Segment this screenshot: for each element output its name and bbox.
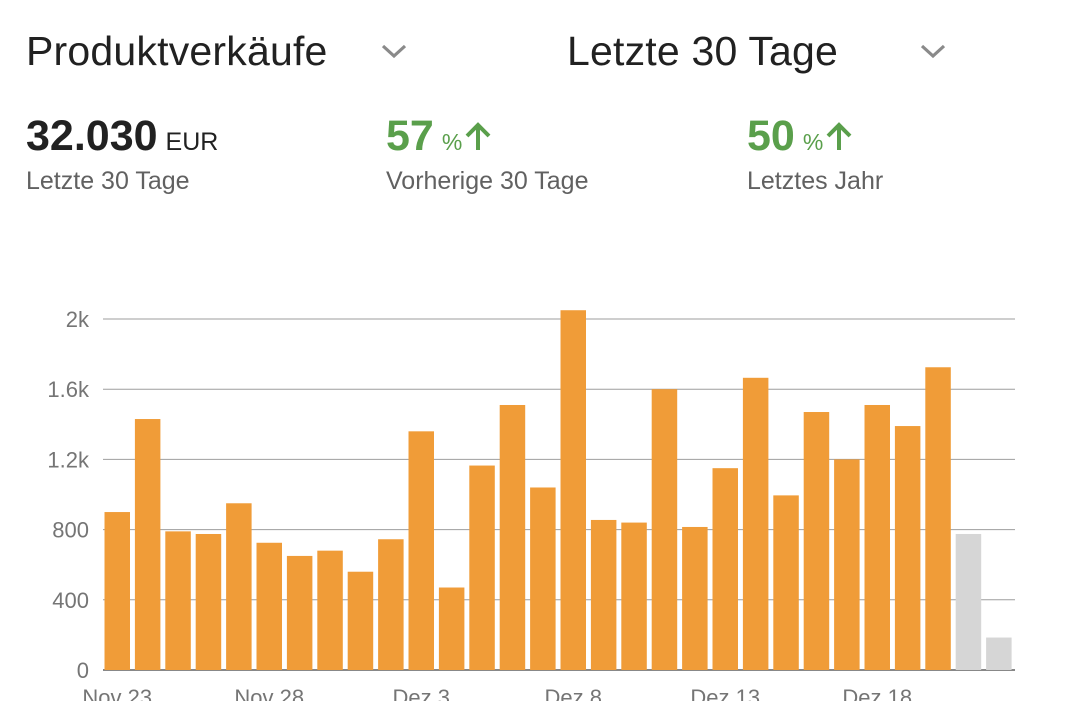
bar [864, 404, 890, 670]
total-sales-value: 32.030 [26, 112, 158, 160]
bar [347, 571, 374, 670]
previous-period-value: 57 [386, 112, 434, 160]
last-year-unit: % [802, 129, 824, 155]
bar [165, 531, 191, 670]
bar [499, 404, 526, 670]
bar [408, 431, 434, 670]
bar [712, 468, 738, 670]
x-tick-label: Dez 8 [545, 685, 602, 701]
total-sales-unit: EUR [165, 128, 219, 156]
range-dropdown-label: Letzte 30 Tage [567, 28, 839, 74]
bar [104, 512, 130, 670]
bar [834, 459, 860, 670]
bar [134, 419, 161, 670]
y-tick-label: 0 [77, 658, 89, 683]
x-tick-label: Nov 23 [82, 685, 152, 701]
bar [530, 487, 556, 670]
bar [925, 367, 951, 670]
bar [226, 503, 252, 670]
bar [986, 637, 1012, 670]
y-tick-label: 400 [52, 588, 89, 613]
bar [469, 465, 495, 670]
bar [742, 377, 769, 670]
y-tick-label: 1.2k [47, 447, 90, 472]
bar [682, 526, 708, 670]
bar [590, 519, 617, 670]
range-dropdown[interactable]: Letzte 30 Tage [567, 28, 967, 75]
bar [621, 522, 647, 670]
x-tick-label: Dez 13 [690, 685, 760, 701]
last-year-caption: Letztes Jahr [747, 167, 884, 195]
bar [894, 426, 921, 670]
stat-previous-period: 57% Vorherige 30 Tage [386, 112, 588, 196]
metric-dropdown-label: Produktverkäufe [26, 28, 328, 74]
y-tick-label: 2k [66, 307, 90, 332]
bar [378, 539, 404, 670]
chevron-down-icon [920, 44, 946, 59]
bar [195, 533, 222, 670]
bar [256, 542, 282, 670]
y-tick-label: 1.6k [47, 377, 90, 402]
bar [317, 550, 343, 670]
metric-dropdown[interactable]: Produktverkäufe [26, 28, 426, 75]
sales-bar-chart: 0 400 800 1.2k 1.6k 2k Nov 23 Nov 28 Dez 3 Dez 8 D… [47, 307, 1015, 701]
x-tick-label: Dez 3 [393, 685, 450, 701]
stat-last-year: 50% Letztes Jahr [747, 112, 883, 196]
bar [803, 412, 830, 670]
x-tick-label: Nov 28 [234, 685, 304, 701]
bar [438, 587, 465, 670]
bar [955, 533, 982, 670]
arrow-up-icon [465, 122, 491, 150]
chevron-down-icon [381, 44, 407, 59]
bar [560, 310, 586, 670]
x-tick-label: Dez 18 [842, 685, 912, 701]
stat-total-sales: 32.030 EUR Letzte 30 Tage [26, 112, 218, 196]
y-tick-label: 800 [52, 518, 89, 543]
previous-period-unit: % [441, 129, 463, 155]
bar [773, 495, 799, 670]
arrow-up-icon [826, 122, 852, 150]
total-sales-caption: Letzte 30 Tage [26, 167, 190, 195]
bar [651, 389, 678, 670]
previous-period-caption: Vorherige 30 Tage [386, 167, 589, 195]
bar [286, 555, 313, 670]
last-year-value: 50 [747, 112, 795, 160]
